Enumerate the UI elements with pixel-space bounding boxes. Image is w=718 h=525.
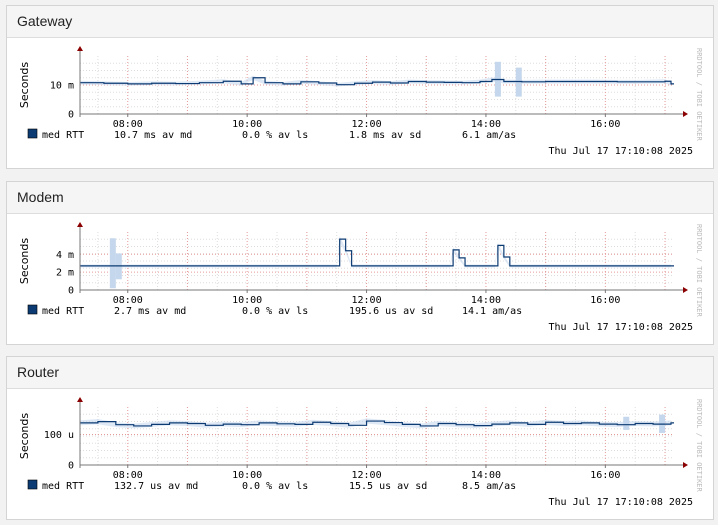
x-tick-label: 12:00 — [351, 295, 381, 306]
x-tick-label: 08:00 — [113, 119, 143, 130]
x-tick-label: 12:00 — [351, 470, 381, 481]
x-axis-arrow — [683, 111, 688, 117]
watermark: RRDTOOL / TOBI OETIKER — [695, 224, 703, 318]
x-tick-label: 16:00 — [590, 470, 620, 481]
x-tick-label: 10:00 — [232, 119, 262, 130]
gateway-chart: 08:00 10:00 12:00 14:00 16:00 0 10 m Seconds RRD… — [18, 46, 703, 157]
legend-avmd: 10.7 ms av md — [114, 130, 192, 141]
y-tick-label: 2 m — [56, 268, 74, 279]
x-tick-label: 16:00 — [590, 119, 620, 130]
timestamp: Thu Jul 17 17:10:08 2025 — [549, 322, 694, 333]
x-axis-arrow — [683, 287, 688, 293]
y-tick-label: 0 — [68, 461, 74, 472]
spread-bar — [623, 416, 630, 430]
panel-gateway: Gateway 08:00 10:00 12:00 14:00 16:00 0 10 m Se… — [6, 5, 714, 169]
panel-modem: Modem 08:00 10:00 12:00 14:00 16:00 0 2 m 4 m Se… — [6, 181, 714, 345]
y-axis-arrow — [77, 46, 83, 51]
panel-router: Router 08:00 10:00 12:00 14:00 16:00 0 100 u Se… — [6, 356, 714, 520]
y-axis-arrow — [77, 222, 83, 227]
x-tick-label: 08:00 — [113, 470, 143, 481]
legend-amas: 8.5 am/as — [462, 481, 516, 492]
legend-avls: 0.0 % av ls — [242, 481, 308, 492]
x-tick-label: 08:00 — [113, 295, 143, 306]
series-line — [80, 420, 674, 427]
legend-avsd: 15.5 us av sd — [349, 481, 427, 492]
legend-name: med RTT — [42, 130, 84, 141]
legend-avsd: 195.6 us av sd — [349, 306, 433, 317]
legend-avsd: 1.8 ms av sd — [349, 130, 421, 141]
panel-title: Router — [7, 357, 713, 389]
y-tick-label: 100 u — [44, 430, 74, 441]
y-axis-label: Seconds — [18, 413, 31, 459]
y-tick-label: 0 — [68, 286, 74, 297]
timestamp: Thu Jul 17 17:10:08 2025 — [549, 146, 694, 157]
x-axis-arrow — [683, 462, 688, 468]
legend-amas: 6.1 am/as — [462, 130, 516, 141]
spread-bar — [109, 238, 116, 289]
legend-swatch — [27, 479, 38, 490]
y-axis-label: Seconds — [18, 62, 31, 108]
legend-amas: 14.1 am/as — [462, 306, 522, 317]
legend-swatch — [27, 304, 38, 315]
x-tick-label: 12:00 — [351, 119, 381, 130]
y-axis-arrow — [77, 397, 83, 402]
x-tick-label: 14:00 — [471, 470, 501, 481]
x-tick-label: 10:00 — [232, 295, 262, 306]
legend-avls: 0.0 % av ls — [242, 306, 308, 317]
watermark: RRDTOOL / TOBI OETIKER — [695, 48, 703, 142]
x-tick-label: 10:00 — [232, 470, 262, 481]
spread-band — [80, 418, 672, 429]
timestamp: Thu Jul 17 17:10:08 2025 — [549, 497, 694, 508]
panel-title: Gateway — [7, 6, 713, 38]
watermark: RRDTOOL / TOBI OETIKER — [695, 399, 703, 493]
x-tick-label: 14:00 — [471, 119, 501, 130]
y-tick-label: 0 — [68, 110, 74, 121]
legend-avls: 0.0 % av ls — [242, 130, 308, 141]
x-tick-label: 14:00 — [471, 295, 501, 306]
legend-avmd: 2.7 ms av md — [114, 306, 186, 317]
spread-band — [80, 75, 672, 87]
legend-name: med RTT — [42, 306, 84, 317]
y-tick-label: 4 m — [56, 250, 74, 261]
series-line — [80, 77, 674, 86]
legend-name: med RTT — [42, 481, 84, 492]
series-line — [80, 238, 674, 267]
legend-avmd: 132.7 us av md — [114, 481, 198, 492]
panel-title: Modem — [7, 182, 713, 214]
spread-band — [80, 236, 672, 268]
legend-swatch — [27, 128, 38, 139]
y-tick-label: 10 m — [50, 81, 74, 92]
y-axis-label: Seconds — [18, 238, 31, 284]
modem-chart: 08:00 10:00 12:00 14:00 16:00 0 2 m 4 m Seconds R… — [18, 222, 703, 333]
x-tick-label: 16:00 — [590, 295, 620, 306]
router-chart: 08:00 10:00 12:00 14:00 16:00 0 100 u Seconds RR… — [18, 397, 703, 508]
